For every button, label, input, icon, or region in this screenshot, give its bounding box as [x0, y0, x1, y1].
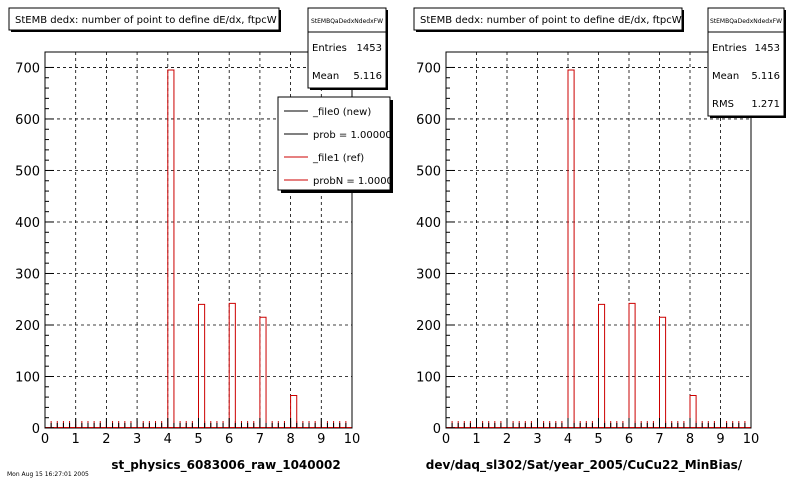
stats-name: StEMBQaDedxNdedxFW	[311, 18, 383, 25]
histogram-bar	[598, 303, 606, 428]
histogram-bar	[167, 69, 175, 428]
x-tick-label: 4	[164, 432, 172, 447]
stats-value: 5.116	[751, 71, 780, 82]
y-tick-label: 400	[416, 216, 441, 231]
stats-label: Mean	[312, 71, 339, 82]
x-tick-label: 10	[743, 432, 760, 447]
legend-box	[277, 96, 391, 191]
stats-value: 1453	[755, 43, 780, 54]
x-tick-label: 3	[533, 432, 541, 447]
y-tick-label: 100	[416, 370, 441, 385]
legend-label: _file1 (ref)	[312, 153, 364, 164]
x-tick-label: 2	[102, 432, 110, 447]
x-tick-label: 0	[442, 432, 450, 447]
histogram-bar	[689, 395, 697, 428]
chart-title: StEMB dedx: number of point to define dE…	[420, 15, 682, 26]
x-tick-label: 8	[686, 432, 694, 447]
axis-ticks	[445, 66, 752, 429]
x-axis-label: st_physics_6083006_raw_1040002	[111, 458, 340, 473]
y-tick-label: 200	[416, 319, 441, 334]
x-tick-label: 9	[317, 432, 325, 447]
y-tick-label: 100	[15, 370, 40, 385]
stats-label: Entries	[312, 43, 347, 54]
stats-value: 1453	[357, 43, 382, 54]
x-tick-label: 5	[594, 432, 602, 447]
chart-panel-2: 0 1 2 3 4 5 6 7 8 9 100100200300400500600700dev/da…	[413, 7, 786, 473]
histogram-bar	[259, 316, 267, 428]
y-tick-label: 600	[416, 113, 441, 128]
x-tick-label: 7	[256, 432, 264, 447]
stats-name: StEMBQaDedxNdedxFW	[710, 18, 782, 25]
x-tick-label: 10	[344, 432, 361, 447]
histogram-bar	[228, 302, 236, 428]
y-tick-label: 700	[416, 61, 441, 76]
stats-label: RMS	[712, 99, 734, 110]
stats-value: 1.271	[751, 99, 780, 110]
legend-label: probN = 1.000000	[313, 176, 406, 187]
x-axis-label: dev/daq_sl302/Sat/year_2005/CuCu22_MinBi…	[426, 458, 743, 473]
x-tick-label: 3	[133, 432, 141, 447]
histogram-bar	[567, 69, 575, 428]
legend-entries: _file0 (new) prob = 1.000000 _file1 (ref) p…	[284, 107, 406, 187]
y-tick-label: 300	[15, 267, 40, 282]
axis-ticks	[44, 66, 353, 429]
stats-label: Mean	[712, 71, 739, 82]
y-tick-label: 300	[416, 267, 441, 282]
x-tick-label: 6	[625, 432, 633, 447]
x-tick-label: 6	[225, 432, 233, 447]
stats-box	[307, 7, 387, 89]
x-tick-label: 1	[472, 432, 480, 447]
x-tick-label: 1	[72, 432, 80, 447]
histogram-bar	[198, 303, 206, 428]
y-tick-label: 400	[15, 216, 40, 231]
x-tick-label: 2	[503, 432, 511, 447]
x-tick-label: 0	[41, 432, 49, 447]
x-tick-label: 7	[655, 432, 663, 447]
title-box	[413, 7, 683, 31]
stats-label: Entries	[712, 43, 747, 54]
chart-title: StEMB dedx: number of point to define dE…	[15, 15, 277, 26]
y-tick-label: 200	[15, 319, 40, 334]
chart-panel-1: 0 1 2 3 4 5 6 7 8 9 100100200300400500600700st_phy…	[8, 7, 406, 473]
legend-label: _file0 (new)	[312, 107, 371, 118]
x-tick-label: 9	[716, 432, 724, 447]
footer-timestamp: Mon Aug 15 16:27:01 2005	[7, 471, 89, 478]
x-tick-label: 4	[564, 432, 572, 447]
histogram-bar	[659, 316, 667, 428]
y-tick-label: 0	[32, 422, 40, 437]
stats-box	[707, 7, 785, 117]
y-tick-label: 500	[15, 164, 40, 179]
y-tick-label: 700	[15, 61, 40, 76]
y-tick-label: 600	[15, 113, 40, 128]
legend-label: prob = 1.000000	[313, 130, 398, 141]
title-box	[8, 7, 280, 31]
legend: _file0 (new) prob = 1.000000 _file1 (ref) p…	[277, 96, 406, 193]
histogram-bar	[290, 395, 298, 428]
x-tick-label: 8	[286, 432, 294, 447]
x-tick-label: 5	[194, 432, 202, 447]
stats-value: 5.116	[353, 71, 382, 82]
y-tick-label: 0	[433, 422, 441, 437]
y-tick-label: 500	[416, 164, 441, 179]
histogram-bar	[628, 302, 636, 428]
